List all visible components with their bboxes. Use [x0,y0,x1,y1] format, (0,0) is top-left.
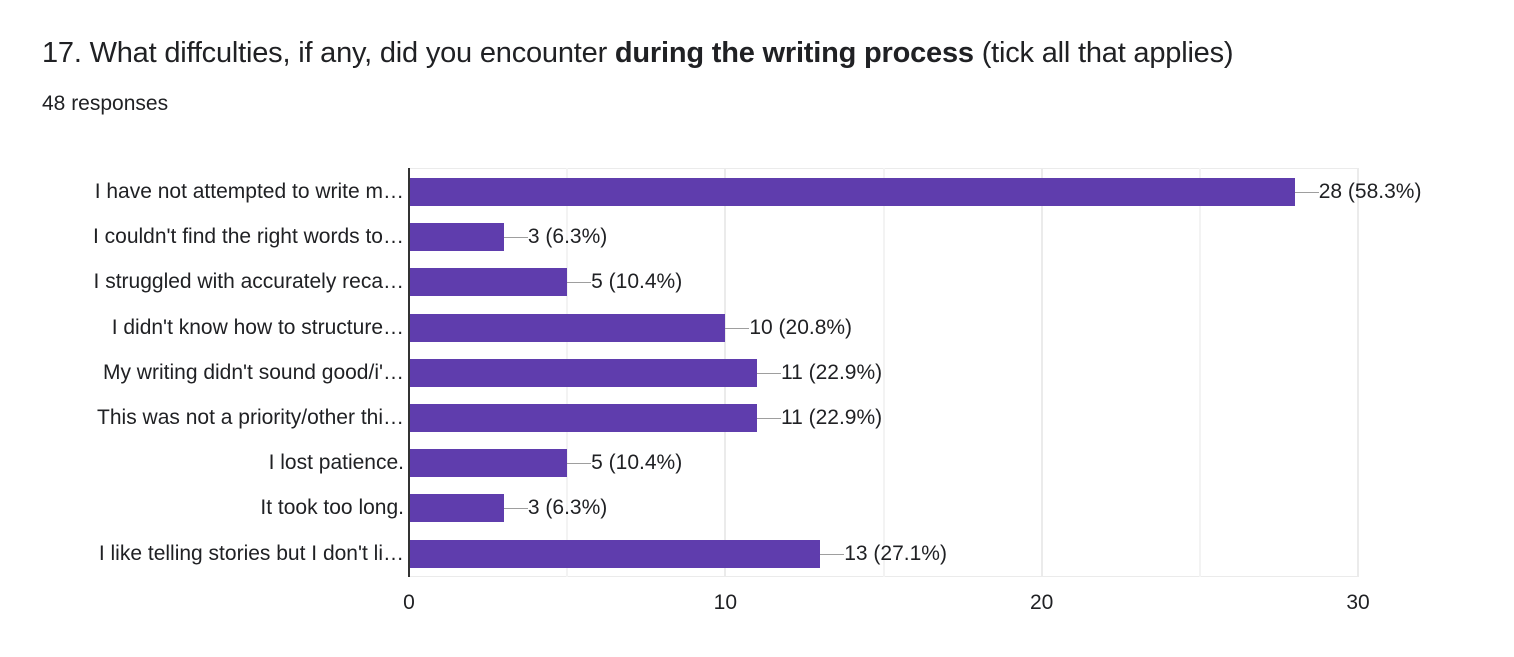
bar[interactable] [410,178,1295,206]
category-label: I didn't know how to structure… [111,315,404,339]
bar[interactable] [410,539,821,568]
gridline [882,168,885,577]
gridline [1198,168,1201,577]
value-label: 3 (6.3%) [527,225,608,249]
category-label: I like telling stories but I don't li… [98,541,404,565]
gridline [1040,168,1043,577]
bar[interactable] [410,223,504,252]
bar[interactable] [410,404,757,432]
value-leader-line [503,237,528,239]
category-label: It took too long. [260,496,404,520]
value-label: 10 (20.8%) [749,315,853,339]
category-label: I couldn't find the right words to… [92,225,404,249]
gridline [1357,168,1359,577]
value-leader-line [756,418,781,419]
value-leader-line [503,508,528,510]
bar[interactable] [410,494,504,523]
question-text-bold: during the writing process [614,37,974,69]
question-number: 17. [42,37,82,69]
bar[interactable] [410,449,568,478]
value-leader-line [725,327,750,329]
value-leader-line [820,553,845,555]
y-axis-line [408,168,410,577]
bar[interactable] [410,268,568,297]
category-label: I lost patience. [268,451,404,475]
value-label: 11 (22.9%) [780,406,883,429]
x-axis-tick-label: 30 [1346,591,1370,614]
value-label: 5 (10.4%) [591,270,683,294]
value-leader-line [567,463,592,465]
value-label: 5 (10.4%) [591,451,683,475]
value-label: 3 (6.3%) [527,496,608,520]
x-axis-tick-label: 10 [713,591,738,614]
value-label: 28 (58.3%) [1318,180,1422,203]
question-title: 17. What diffculties, if any, did you en… [42,33,1234,73]
x-axis-tick-label: 20 [1029,591,1054,614]
value-label: 13 (27.1%) [844,541,947,565]
category-label: I struggled with accurately reca… [93,270,404,294]
question-text: What diffculties, if any, did you encoun… [89,37,615,69]
response-count: 48 responses [42,92,169,115]
value-leader-line [1294,192,1319,193]
x-axis-tick-label: 0 [403,591,415,614]
value-leader-line [567,282,592,284]
bar[interactable] [410,313,726,342]
value-label: 11 (22.9%) [780,360,883,384]
category-label: This was not a priority/other thi… [97,406,404,429]
category-label: My writing didn't sound good/i'… [102,360,404,384]
category-label: I have not attempted to write m… [94,180,404,203]
bar[interactable] [410,358,757,387]
question-text-end: (tick all that applies) [973,37,1234,69]
value-leader-line [756,372,781,374]
